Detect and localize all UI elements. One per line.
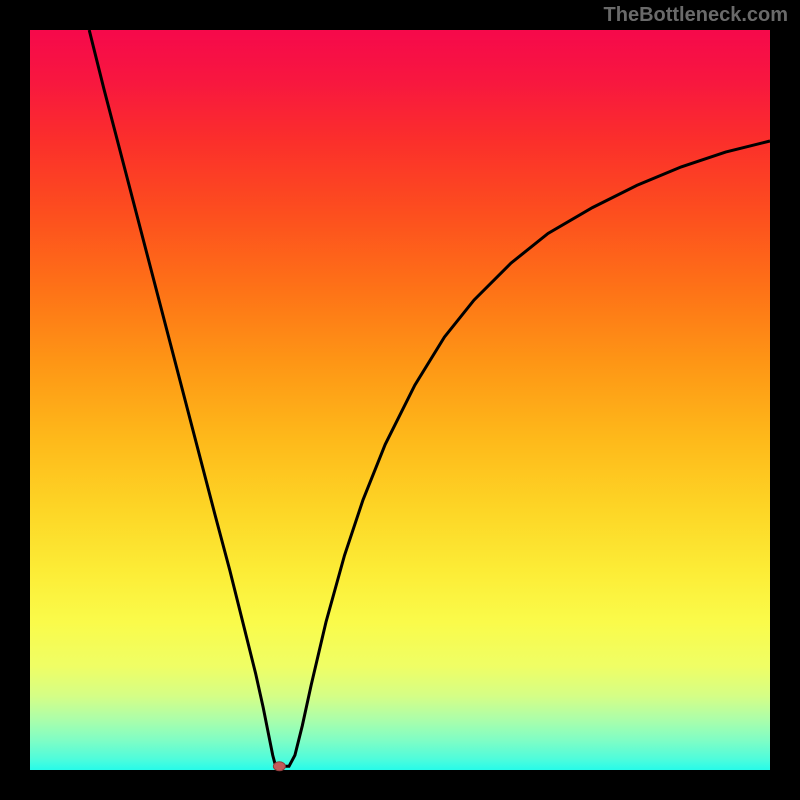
plot-area xyxy=(30,30,770,770)
bottleneck-curve xyxy=(89,30,770,766)
minimum-marker xyxy=(273,762,285,771)
curve-layer xyxy=(30,30,770,770)
watermark-text: TheBottleneck.com xyxy=(604,4,788,27)
